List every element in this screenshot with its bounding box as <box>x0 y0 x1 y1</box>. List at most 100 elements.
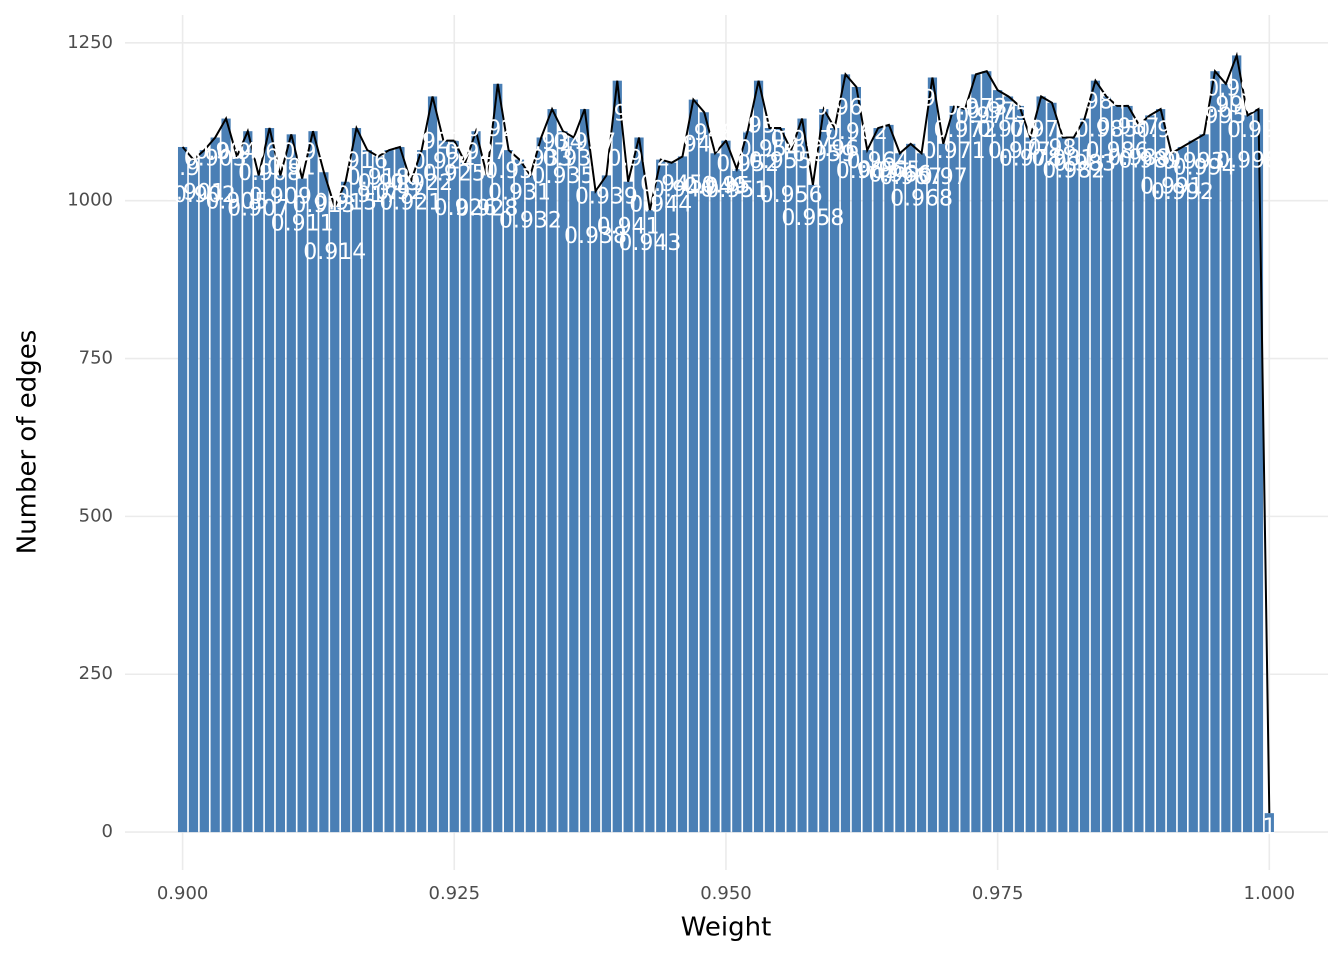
bar <box>1090 80 1101 833</box>
bar <box>1242 115 1253 833</box>
bar <box>797 118 807 833</box>
bar <box>938 143 948 833</box>
y-tick-label: 250 <box>79 663 113 684</box>
bar <box>667 162 677 833</box>
value-label: 0.943 <box>618 231 681 256</box>
bar <box>580 109 590 833</box>
value-label: 0.921 <box>379 191 442 216</box>
bar <box>949 105 959 833</box>
bar <box>536 137 546 833</box>
value-label: 0.939 <box>575 184 638 209</box>
value-label: 0.965 <box>857 158 920 183</box>
value-label: 0.929 <box>466 117 529 142</box>
value-label: 0.987 <box>1097 115 1160 140</box>
bar <box>177 146 188 833</box>
value-label: 0.986 <box>1086 139 1149 164</box>
value-label: 0.955 <box>749 149 812 174</box>
value-label: 0.972 <box>934 118 997 143</box>
value-label: 0.922 <box>390 171 453 196</box>
value-label: 0.991 <box>1140 174 1203 199</box>
value-label: 0.934 <box>521 130 584 155</box>
bar <box>993 90 1003 833</box>
bar <box>493 83 503 833</box>
value-label: 0.919 <box>358 171 421 196</box>
bar <box>677 156 688 833</box>
bar <box>384 150 394 833</box>
bar <box>851 86 861 833</box>
value-label: 0.981 <box>1031 147 1094 172</box>
bar <box>1134 124 1144 833</box>
value-label: 0.914 <box>303 240 366 265</box>
bar <box>427 96 438 833</box>
value-label: 0.994 <box>1173 155 1236 180</box>
value-label: 0.908 <box>238 161 301 186</box>
bar <box>862 150 872 833</box>
value-label: 0.954 <box>738 137 801 162</box>
value-label: 0.969 <box>901 87 964 112</box>
bar <box>330 206 340 833</box>
value-label: 0.957 <box>771 128 834 153</box>
bar <box>362 150 372 833</box>
value-label: 0.966 <box>868 162 931 187</box>
value-label: 0.99 <box>1136 118 1185 143</box>
bar <box>916 153 927 833</box>
bar <box>1101 96 1111 833</box>
value-label: 0.96 <box>810 137 859 162</box>
value-label: 0.949 <box>684 174 747 199</box>
value-label: 0.971 <box>923 139 986 164</box>
value-label: 0.95 <box>701 174 750 199</box>
bar <box>286 134 296 833</box>
value-label: 0.999 <box>1227 118 1290 143</box>
value-label: 0.917 <box>336 183 399 208</box>
bar <box>1058 137 1068 833</box>
bar <box>840 74 851 833</box>
value-label: 0.935 <box>531 164 594 189</box>
value-label: 0.968 <box>890 186 953 211</box>
bar <box>417 150 427 833</box>
bar <box>645 210 655 833</box>
bar <box>232 156 242 833</box>
bar <box>927 77 938 833</box>
bar <box>982 71 992 833</box>
value-label: 0.992 <box>1151 180 1214 205</box>
value-label: 0.903 <box>184 147 247 172</box>
value-label: 0.912 <box>282 140 345 165</box>
value-label: 0.9 <box>165 156 200 181</box>
value-label: 0.904 <box>195 140 258 165</box>
value-label: 0.995 <box>1183 104 1246 129</box>
value-label: 0.923 <box>401 129 464 154</box>
value-label: 0.982 <box>1042 159 1105 184</box>
y-tick-label: 0 <box>102 821 113 842</box>
value-label: 0.902 <box>173 183 236 208</box>
x-tick-label: 0.925 <box>429 883 481 904</box>
value-label: 0.901 <box>162 181 225 206</box>
x-tick-label: 0.900 <box>157 883 209 904</box>
bar <box>895 153 905 833</box>
bar <box>340 181 351 833</box>
bar <box>1112 105 1122 833</box>
value-label: 0.928 <box>455 196 518 221</box>
bar <box>243 131 253 833</box>
bar <box>471 131 481 833</box>
value-label: 0.92 <box>375 180 424 205</box>
bar <box>558 131 568 833</box>
bar <box>753 80 764 833</box>
value-label: 0.953 <box>727 114 790 139</box>
bar <box>601 175 612 833</box>
bar <box>721 140 731 833</box>
bar <box>819 109 829 833</box>
bar <box>319 172 329 833</box>
bar <box>406 181 416 833</box>
bar <box>612 80 622 833</box>
bar <box>569 137 579 833</box>
y-tick-label: 1250 <box>67 32 113 53</box>
value-label: 0.976 <box>977 117 1040 142</box>
bar <box>960 109 970 833</box>
value-label: 0.924 <box>412 150 475 175</box>
bar <box>688 99 698 833</box>
value-label: 0.975 <box>966 99 1029 124</box>
bar <box>1232 55 1242 833</box>
bar <box>199 150 209 833</box>
value-label: 0.91 <box>267 155 316 180</box>
